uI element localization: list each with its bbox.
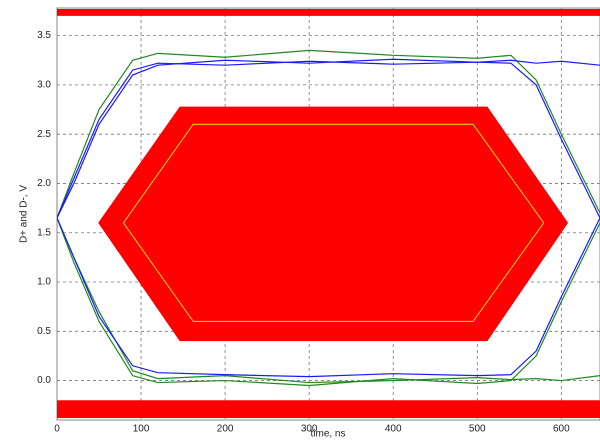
trace <box>57 60 600 219</box>
trace <box>57 49 600 219</box>
x-tick-label: 600 <box>553 424 570 435</box>
x-tick-label: 300 <box>301 424 318 435</box>
trace <box>57 217 600 384</box>
trace <box>57 217 600 378</box>
y-tick-label: 3.5 <box>37 30 51 41</box>
y-tick-label: 1.5 <box>37 227 51 238</box>
mask-band <box>57 8 600 16</box>
x-tick-label: 200 <box>217 424 234 435</box>
trace <box>57 58 600 219</box>
x-tick-label: 0 <box>54 424 60 435</box>
y-tick-label: 0.0 <box>37 375 51 386</box>
y-axis-label: D+ and D-, V <box>19 185 30 243</box>
trace <box>57 217 600 387</box>
y-tick-label: 0.5 <box>37 326 51 337</box>
inner-polygon <box>122 123 545 322</box>
x-axis-label: time, ns <box>310 429 345 440</box>
x-tick-label: 100 <box>133 424 150 435</box>
y-tick-label: 2.0 <box>37 178 51 189</box>
y-tick-label: 3.0 <box>37 80 51 91</box>
mask-band <box>57 400 600 419</box>
x-tick-label: 500 <box>469 424 486 435</box>
y-tick-label: 2.5 <box>37 129 51 140</box>
plot-layer <box>57 8 600 420</box>
x-tick-label: 400 <box>385 424 402 435</box>
y-tick-label: 1.0 <box>37 277 51 288</box>
mask-polygon <box>98 106 569 342</box>
